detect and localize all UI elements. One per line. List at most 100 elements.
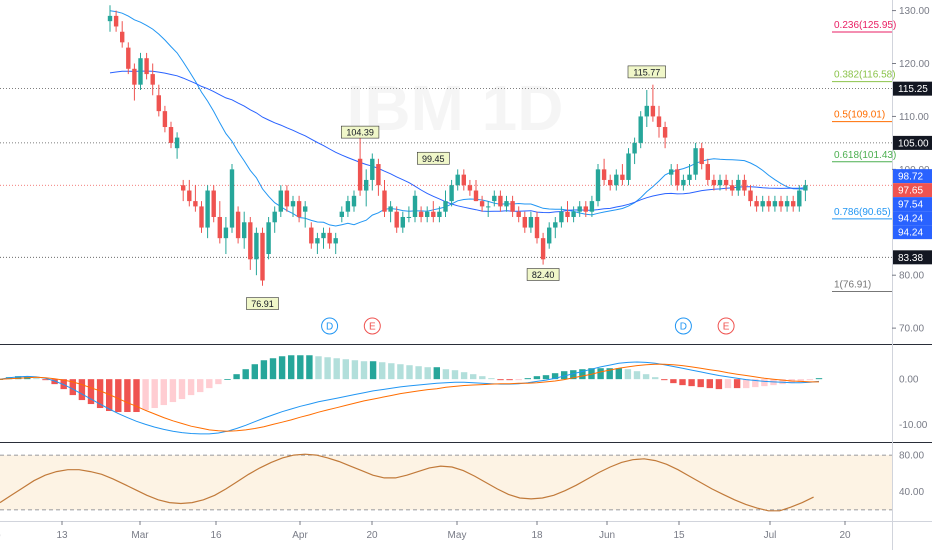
candle[interactable] [772, 201, 778, 207]
candle[interactable] [254, 232, 259, 260]
candle[interactable] [675, 169, 680, 186]
candle[interactable] [693, 148, 698, 175]
macd-histogram-bar[interactable] [670, 379, 677, 384]
candle[interactable] [638, 116, 643, 143]
candle[interactable] [742, 179, 747, 191]
candle[interactable] [547, 227, 552, 244]
macd-histogram-bar[interactable] [479, 376, 486, 380]
macd-histogram-bar[interactable] [78, 379, 86, 401]
macd-histogram-bar[interactable] [288, 355, 295, 380]
macd-histogram-bar[interactable] [51, 379, 58, 385]
macd-histogram-bar[interactable] [160, 379, 167, 406]
candle[interactable] [565, 211, 570, 217]
macd-histogram-bar[interactable] [642, 374, 650, 380]
macd-histogram-bar[interactable] [33, 378, 40, 380]
macd-histogram-bar[interactable] [369, 361, 377, 380]
candle[interactable] [223, 227, 229, 239]
candle[interactable] [376, 164, 381, 186]
candle[interactable] [394, 211, 399, 228]
candle[interactable] [235, 211, 241, 239]
macd-pane[interactable] [0, 355, 823, 435]
candle[interactable] [492, 195, 497, 202]
macd-histogram-bar[interactable] [406, 365, 413, 380]
macd-histogram-bar[interactable] [570, 370, 577, 380]
candle[interactable] [669, 169, 674, 175]
dividend-marker[interactable] [674, 317, 692, 335]
candle[interactable] [296, 201, 302, 217]
candle[interactable] [193, 201, 198, 207]
candle[interactable] [608, 179, 613, 186]
candle[interactable] [650, 105, 656, 117]
macd-histogram-bar[interactable] [96, 379, 104, 409]
candle[interactable] [303, 206, 308, 212]
candle[interactable] [364, 179, 369, 191]
candle[interactable] [333, 238, 338, 244]
candle[interactable] [412, 195, 418, 217]
candle[interactable] [516, 211, 521, 217]
candle[interactable] [113, 15, 119, 27]
macd-histogram-bar[interactable] [269, 358, 277, 380]
macd-histogram-bar[interactable] [215, 379, 222, 385]
stochastic-pane[interactable] [0, 453, 892, 512]
candle[interactable] [437, 211, 442, 217]
candle[interactable] [144, 58, 149, 75]
candle[interactable] [589, 201, 595, 212]
candle[interactable] [705, 164, 710, 180]
candle[interactable] [260, 232, 265, 281]
macd-histogram-bar[interactable] [306, 355, 313, 380]
candle[interactable] [382, 190, 387, 212]
candle[interactable] [797, 190, 802, 207]
macd-histogram-bar[interactable] [679, 379, 686, 386]
candle[interactable] [272, 211, 277, 223]
macd-histogram-bar[interactable] [379, 362, 386, 380]
macd-histogram-bar[interactable] [178, 379, 186, 400]
candle[interactable] [467, 185, 473, 191]
candle[interactable] [315, 238, 320, 244]
candle[interactable] [504, 201, 509, 207]
candle[interactable] [126, 47, 131, 69]
macd-histogram-bar[interactable] [743, 379, 750, 389]
macd-histogram-bar[interactable] [588, 368, 595, 380]
candle[interactable] [425, 211, 430, 217]
macd-histogram-bar[interactable] [706, 379, 713, 389]
candle[interactable] [290, 201, 296, 207]
candle[interactable] [217, 216, 222, 239]
macd-histogram-bar[interactable] [551, 373, 559, 380]
candle[interactable] [431, 211, 436, 217]
candle[interactable] [522, 216, 527, 228]
macd-line[interactable] [0, 361, 820, 435]
candle[interactable] [211, 190, 216, 217]
macd-signal-line[interactable] [0, 363, 819, 432]
candle[interactable] [351, 195, 357, 207]
macd-histogram-bar[interactable] [388, 363, 395, 380]
macd-histogram-bar[interactable] [697, 379, 704, 388]
macd-histogram-bar[interactable] [688, 379, 695, 387]
macd-histogram-bar[interactable] [69, 379, 76, 396]
macd-histogram-bar[interactable] [579, 369, 586, 380]
macd-histogram-bar[interactable] [506, 379, 513, 381]
macd-histogram-bar[interactable] [797, 379, 804, 383]
macd-histogram-bar[interactable] [206, 379, 213, 389]
candle[interactable] [736, 179, 741, 191]
candle[interactable] [168, 127, 174, 143]
macd-histogram-bar[interactable] [133, 379, 140, 413]
macd-histogram-bar[interactable] [597, 368, 604, 380]
earnings-marker[interactable] [717, 317, 735, 335]
candle[interactable] [327, 232, 332, 244]
candle[interactable] [284, 190, 290, 207]
candle[interactable] [784, 201, 790, 207]
candle[interactable] [443, 201, 448, 212]
macd-histogram-bar[interactable] [42, 379, 49, 381]
candle[interactable] [711, 179, 717, 186]
candle[interactable] [187, 190, 192, 202]
candle[interactable] [644, 105, 649, 117]
candle[interactable] [205, 190, 210, 228]
candle[interactable] [174, 137, 180, 149]
candle[interactable] [510, 201, 515, 212]
macd-histogram-bar[interactable] [87, 379, 95, 405]
dividend-marker[interactable] [321, 317, 339, 335]
macd-histogram-bar[interactable] [715, 379, 723, 390]
macd-histogram-bar[interactable] [15, 376, 22, 380]
candle[interactable] [107, 15, 113, 22]
macd-histogram-bar[interactable] [342, 359, 349, 380]
